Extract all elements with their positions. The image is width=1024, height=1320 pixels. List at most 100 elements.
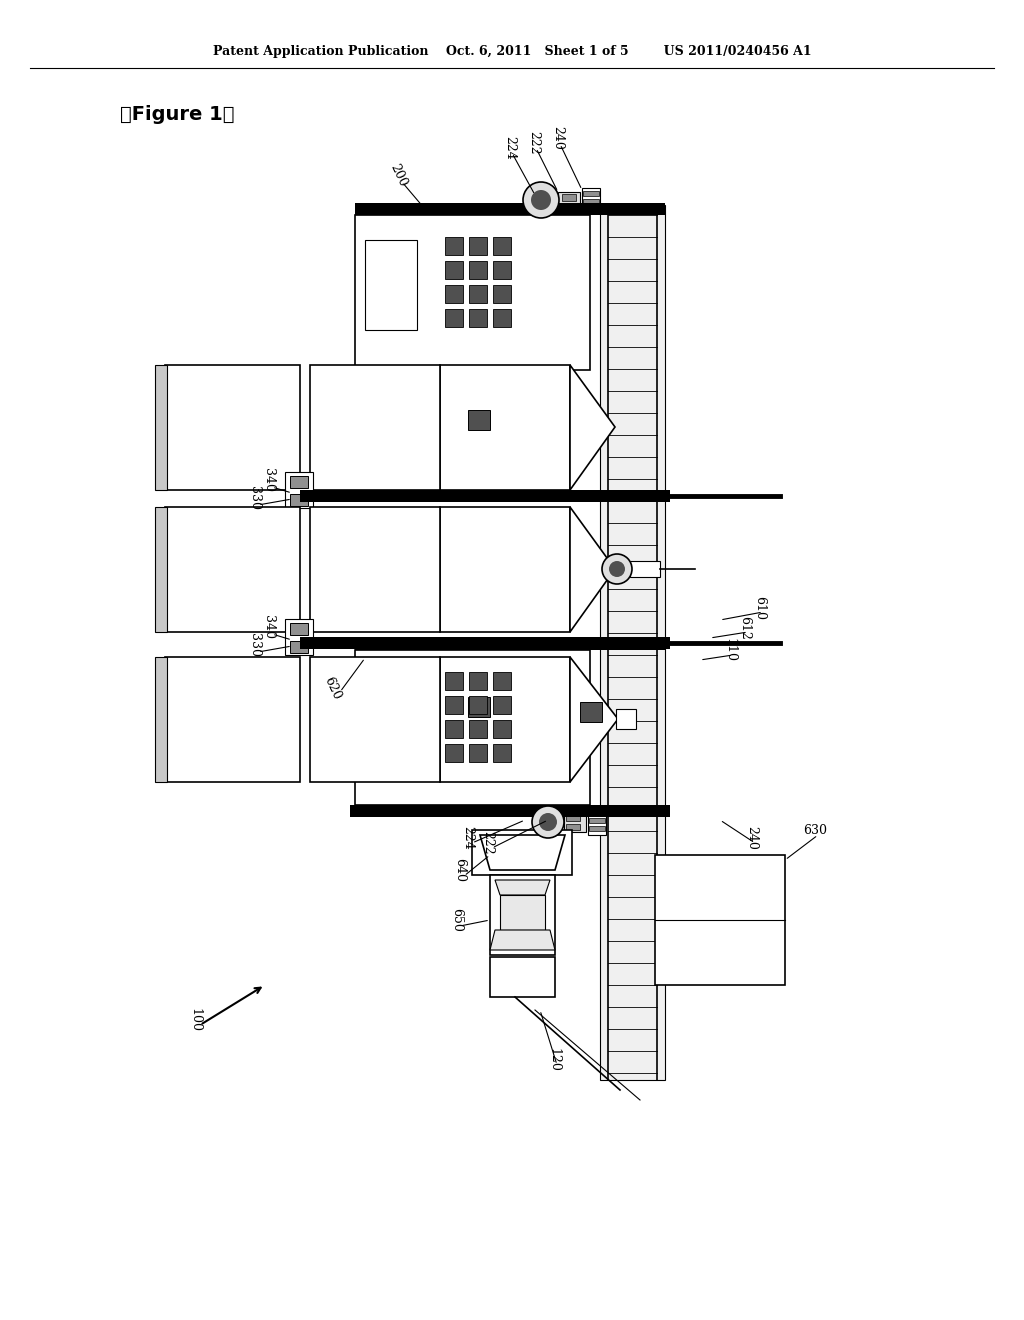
Bar <box>588 807 606 836</box>
Bar <box>445 285 463 304</box>
Polygon shape <box>570 657 618 781</box>
Circle shape <box>539 813 557 832</box>
Bar <box>493 744 511 762</box>
Bar <box>445 238 463 255</box>
Bar <box>165 366 300 490</box>
Bar <box>365 240 417 330</box>
Circle shape <box>531 190 551 210</box>
Text: 120: 120 <box>548 1048 560 1072</box>
Text: 340: 340 <box>261 615 274 639</box>
Text: 650: 650 <box>451 908 464 932</box>
Bar <box>290 642 308 653</box>
Text: 240: 240 <box>552 127 564 150</box>
Bar <box>290 494 308 506</box>
Bar <box>490 875 555 954</box>
Bar <box>493 238 511 255</box>
Bar <box>165 657 300 781</box>
Bar <box>469 285 487 304</box>
Bar <box>583 191 599 195</box>
Text: 240: 240 <box>745 826 759 850</box>
Polygon shape <box>570 507 615 632</box>
Bar <box>440 366 570 490</box>
Bar <box>155 366 167 490</box>
Bar <box>630 561 660 577</box>
Bar <box>290 477 308 488</box>
Bar <box>155 657 167 781</box>
Bar <box>445 309 463 327</box>
Text: 224: 224 <box>504 136 516 160</box>
Bar <box>355 215 590 370</box>
Circle shape <box>523 182 559 218</box>
Bar <box>310 657 440 781</box>
Bar <box>355 638 665 649</box>
Circle shape <box>602 554 632 583</box>
Text: 222: 222 <box>481 832 495 855</box>
Bar <box>469 238 487 255</box>
Bar <box>493 261 511 279</box>
Bar <box>290 623 308 635</box>
Bar <box>468 697 490 717</box>
Text: 640: 640 <box>454 858 467 882</box>
Bar <box>310 507 440 632</box>
Bar <box>564 812 586 832</box>
Bar <box>589 826 605 832</box>
Bar <box>616 709 636 729</box>
Text: 340: 340 <box>261 469 274 492</box>
Bar <box>600 205 665 1080</box>
Polygon shape <box>500 895 545 931</box>
Bar <box>493 309 511 327</box>
Bar <box>445 672 463 690</box>
Bar <box>155 507 167 632</box>
Bar <box>490 957 555 997</box>
Bar <box>445 261 463 279</box>
Text: 100: 100 <box>188 1008 202 1032</box>
Bar <box>365 678 417 768</box>
Polygon shape <box>570 366 615 490</box>
Bar <box>285 619 313 655</box>
Bar <box>285 473 313 508</box>
Bar <box>493 696 511 714</box>
Bar <box>468 411 490 430</box>
Bar <box>469 719 487 738</box>
Bar <box>469 261 487 279</box>
Bar <box>562 194 575 201</box>
Bar <box>300 638 670 649</box>
Text: 200: 200 <box>387 161 409 189</box>
Text: 330: 330 <box>249 486 261 510</box>
Bar <box>580 702 602 722</box>
Bar <box>300 490 670 502</box>
Text: 610: 610 <box>754 597 767 620</box>
Polygon shape <box>495 880 550 895</box>
Bar <box>310 366 440 490</box>
Bar <box>355 203 665 215</box>
Bar <box>493 719 511 738</box>
Bar <box>355 649 590 805</box>
Bar <box>589 810 605 814</box>
Bar <box>493 285 511 304</box>
Bar <box>440 507 570 632</box>
Bar <box>589 818 605 822</box>
Bar <box>469 672 487 690</box>
Bar <box>469 309 487 327</box>
Bar <box>583 207 599 213</box>
Bar <box>566 824 580 830</box>
Bar <box>445 744 463 762</box>
Circle shape <box>532 807 564 838</box>
Bar <box>562 205 575 210</box>
Text: 224: 224 <box>462 826 474 850</box>
Bar <box>469 696 487 714</box>
Bar <box>165 507 300 632</box>
Bar <box>655 855 785 985</box>
Bar <box>582 187 600 213</box>
Bar <box>440 657 570 781</box>
Text: Patent Application Publication    Oct. 6, 2011   Sheet 1 of 5        US 2011/024: Patent Application Publication Oct. 6, 2… <box>213 45 811 58</box>
Bar <box>493 672 511 690</box>
Bar <box>558 191 580 213</box>
Bar <box>445 719 463 738</box>
Text: 612: 612 <box>738 616 752 640</box>
Text: 630: 630 <box>803 824 827 837</box>
Bar <box>472 830 572 875</box>
Polygon shape <box>490 931 555 950</box>
Bar <box>469 744 487 762</box>
Text: 』Figure 1】: 』Figure 1】 <box>120 106 234 124</box>
